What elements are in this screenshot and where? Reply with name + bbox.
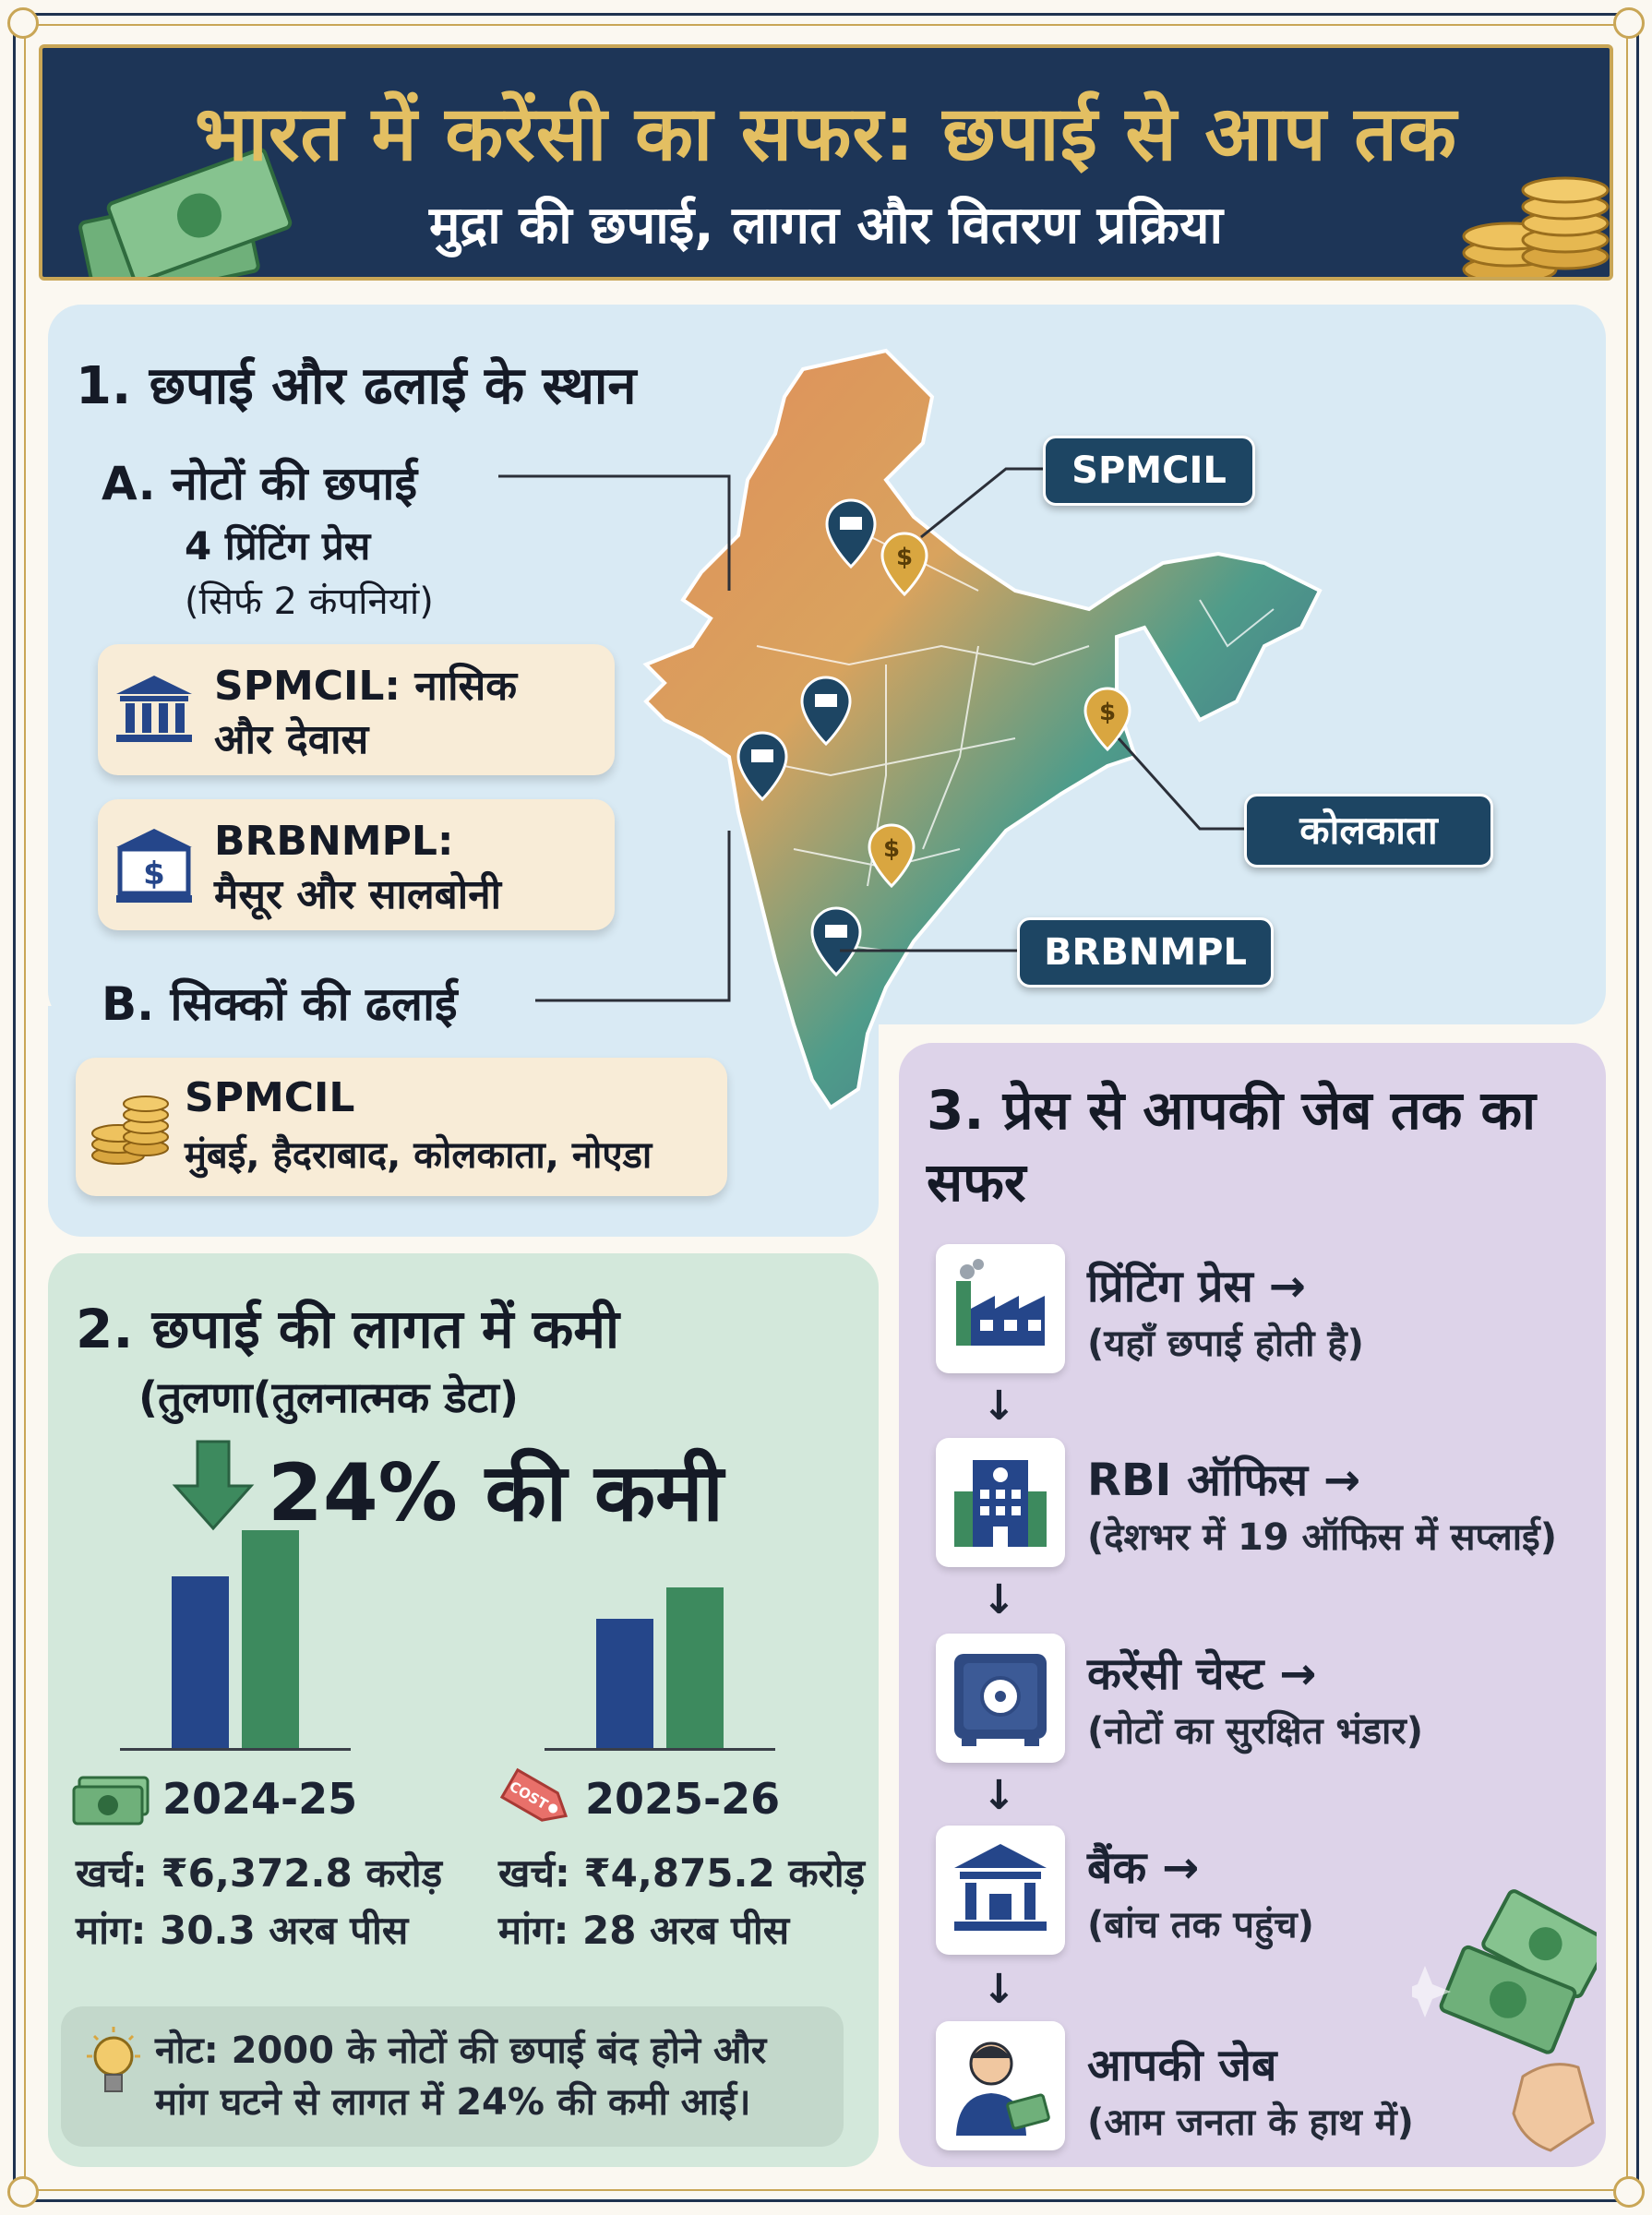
down-arrow-icon — [172, 1440, 255, 1531]
printing-companies-count: (सिर्फ 2 कंपनियां) — [185, 581, 434, 623]
step-currency-chest-title: करेंसी चेस्ट → — [1087, 1648, 1317, 1700]
cost-note-box — [61, 2006, 844, 2147]
frame-corner-ornament — [1613, 2176, 1645, 2208]
spmcil-notes-line1: SPMCIL: नासिक — [214, 663, 518, 710]
spmcil-coins-line1: SPMCIL — [185, 1074, 355, 1121]
section-cost-title: 2. छपाई की लागत में कमी — [76, 1298, 620, 1360]
coin-pin-icon: $ — [880, 532, 928, 597]
cost-reduction-headline: 24% की कमी — [268, 1447, 724, 1539]
header-banner: भारत में करेंसी का सफर: छपाई से आप तक मु… — [39, 44, 1613, 281]
bar-2025-26-cost — [596, 1619, 653, 1748]
coin-pin-icon: $ — [1083, 687, 1131, 752]
flow-down-arrow: ↓ — [982, 1966, 1016, 2013]
cost-note-text: नोट: 2000 के नोटों की छपाई बंद होने और म… — [155, 2025, 766, 2128]
bar-2024-25-cost — [172, 1576, 229, 1748]
frame-corner-ornament — [1613, 7, 1645, 39]
svg-text:$: $ — [1099, 699, 1116, 726]
bank-rupee-icon: $ — [116, 829, 192, 903]
flow-down-arrow: ↓ — [982, 1576, 1016, 1623]
cost-2025-26: खर्च: ₹4,875.2 करोड़ — [498, 1850, 866, 1896]
year-label-2025-26: 2025-26 — [585, 1774, 781, 1824]
spmcil-coins-card — [76, 1058, 727, 1196]
svg-text:$: $ — [143, 856, 165, 892]
factory-icon — [936, 1244, 1065, 1373]
coin-pin-icon: $ — [868, 823, 916, 889]
page-frame-inner — [24, 24, 1628, 2191]
printing-presses-count: 4 प्रिंटिंग प्रेस — [185, 523, 371, 569]
banknote-icon — [106, 148, 293, 277]
year-label-2024-25: 2024-25 — [162, 1774, 358, 1824]
cost-2024-25: खर्च: ₹6,372.8 करोड़ — [76, 1850, 443, 1896]
frame-corner-ornament — [7, 2176, 39, 2208]
bank-pin-icon — [825, 498, 877, 569]
frame-corner-ornament — [7, 7, 39, 39]
chart-baseline — [545, 1748, 775, 1751]
bank-pin-icon — [800, 676, 852, 747]
brbnmpl-notes-line1: BRBNMPL: — [214, 818, 454, 865]
section-journey-title: 3. प्रेस से आपकी जेब तक का सफर — [927, 1079, 1537, 1214]
demand-2025-26: मांग: 28 अरब पीस — [498, 1908, 790, 1953]
page-title: भारत में करेंसी का सफर: छपाई से आप तक — [194, 90, 1458, 178]
step-currency-chest-desc: (नोटों का सुरक्षित भंडार) — [1087, 1710, 1423, 1753]
step-printing-press-title: प्रिंटिंग प्रेस → — [1087, 1261, 1306, 1312]
hand-holding-money-icon — [1412, 1889, 1597, 2152]
bank-building-icon — [116, 676, 192, 742]
cost-note-line2: मांग घटने से लागत में 24% की कमी आई। — [155, 2081, 751, 2124]
lightbulb-icon — [87, 2027, 140, 2092]
section-cost-subtitle: (तुलणा(तुलनात्मक डेटा) — [138, 1372, 519, 1422]
step-your-pocket-desc: (आम जनता के हाथ में) — [1087, 2101, 1414, 2144]
spmcil-coins-line2: मुंबई, हैदराबाद, कोलकाता, नोएडा — [185, 1134, 652, 1177]
section-locations-title: 1. छपाई और ढलाई के स्थान — [76, 356, 637, 416]
leader-lines — [498, 467, 1244, 1002]
step-bank-title: बैंक → — [1087, 1842, 1200, 1894]
bank-pin-icon — [810, 906, 862, 977]
svg-text:$: $ — [883, 835, 900, 863]
coins-minting-title: B. सिक्कों की ढलाई — [102, 977, 458, 1031]
bar-2025-26-demand — [666, 1587, 724, 1748]
spmcil-notes-line2: और देवास — [214, 716, 369, 763]
page-frame — [13, 13, 1639, 2202]
step-rbi-office-title: RBI ऑफिस → — [1087, 1455, 1361, 1506]
page-subtitle: मुद्रा की छपाई, लागत और वितरण प्रक्रिया — [429, 196, 1223, 256]
bank-icon — [936, 1826, 1065, 1955]
chart-baseline — [120, 1748, 351, 1751]
office-building-icon — [936, 1438, 1065, 1567]
flow-down-arrow: ↓ — [982, 1383, 1016, 1430]
cost-tag-icon: COST — [499, 1767, 569, 1822]
person-with-money-icon — [936, 2021, 1065, 2150]
safe-vault-icon — [936, 1634, 1065, 1763]
step-rbi-office-desc: (देशभर में 19 ऑफिस में सप्लाई) — [1087, 1516, 1557, 1559]
money-icon — [72, 1776, 150, 1826]
coin-stack-icon — [91, 1096, 169, 1165]
svg-text:$: $ — [896, 544, 913, 571]
flow-down-arrow: ↓ — [982, 1772, 1016, 1819]
notes-printing-title: A. नोटों की छपाई — [102, 457, 417, 510]
demand-2024-25: मांग: 30.3 अरब पीस — [76, 1908, 409, 1953]
map-label-kolkata: कोलकाता — [1244, 794, 1493, 868]
coin-stack-icon — [1462, 176, 1610, 277]
india-map-shape — [642, 348, 1323, 1110]
cost-note-line1: नोट: 2000 के नोटों की छपाई बंद होने और — [155, 2029, 767, 2072]
map-label-brbnmpl: BRBNMPL — [1017, 917, 1274, 988]
header-decoration — [78, 148, 1610, 277]
step-bank-desc: (बांच तक पहुंच) — [1087, 1904, 1314, 1946]
step-your-pocket-title: आपकी जेब — [1087, 2040, 1277, 2091]
bank-pin-icon — [736, 731, 788, 802]
step-printing-press-desc: (यहाँ छपाई होती है) — [1087, 1323, 1364, 1365]
bar-2024-25-demand — [242, 1530, 299, 1748]
map-label-spmcil: SPMCIL — [1043, 436, 1255, 506]
brbnmpl-notes-line2: मैसूर और सालबोनी — [214, 871, 502, 918]
